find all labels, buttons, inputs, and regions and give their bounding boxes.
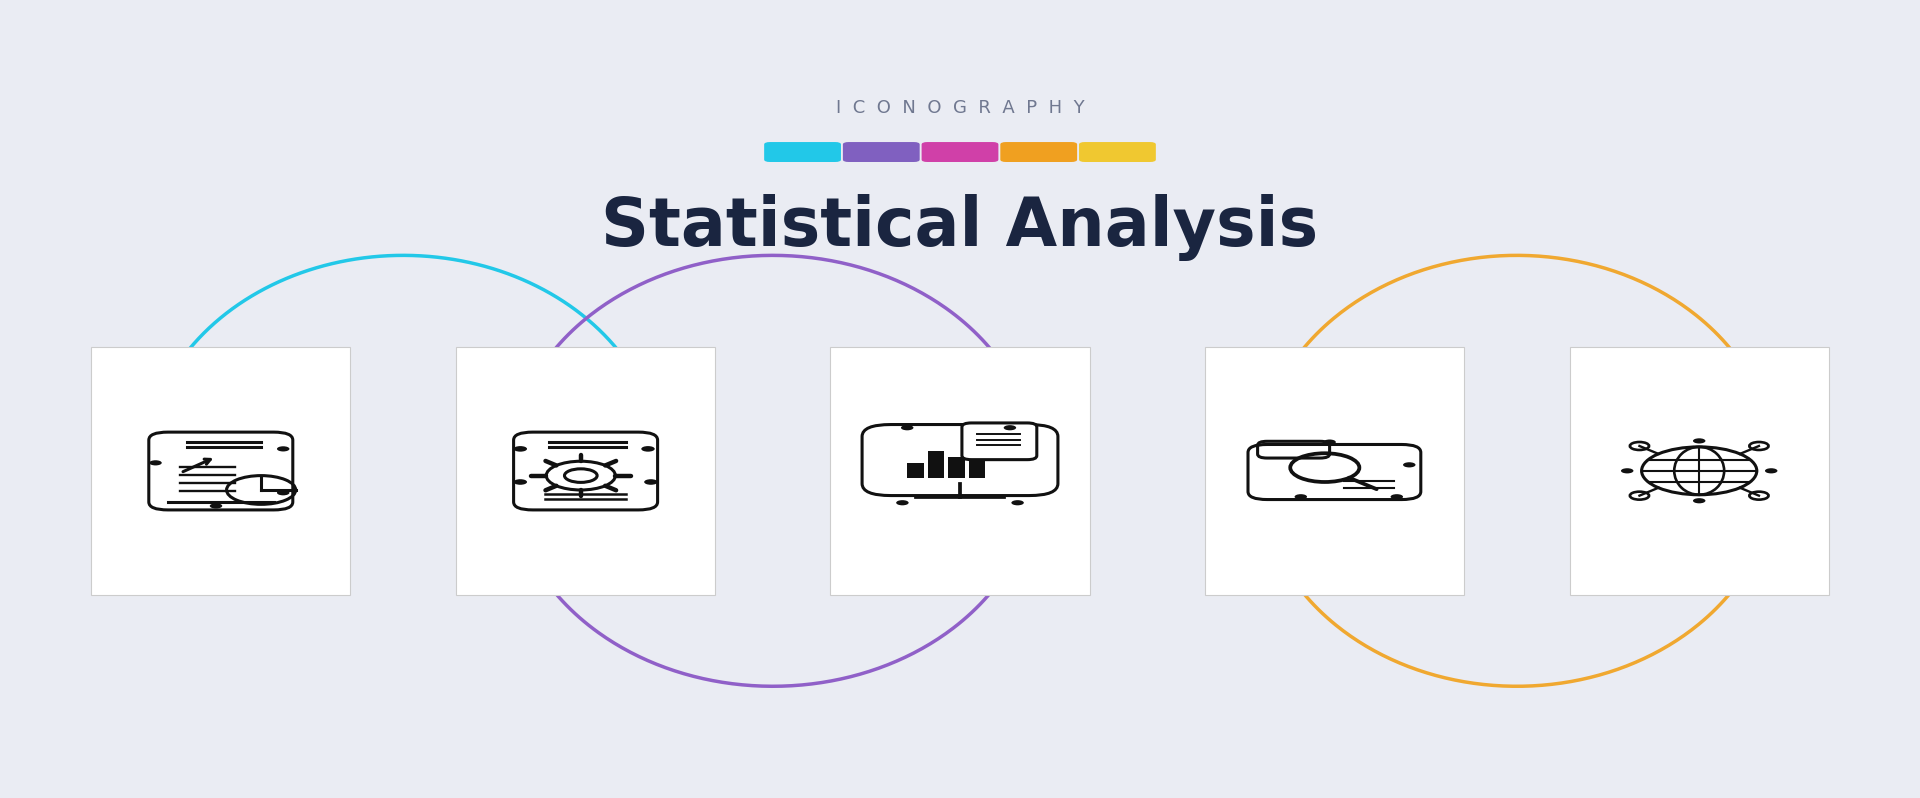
Bar [927,451,945,478]
Circle shape [1764,468,1778,473]
Circle shape [1693,438,1705,444]
Circle shape [1693,498,1705,504]
FancyBboxPatch shape [962,423,1037,460]
Circle shape [897,500,908,505]
Bar [948,457,964,478]
Circle shape [1404,462,1415,468]
FancyBboxPatch shape [922,142,998,162]
Circle shape [515,479,526,485]
Circle shape [209,504,223,508]
Circle shape [900,425,914,430]
Text: I  C  O  N  O  G  R  A  P  H  Y: I C O N O G R A P H Y [835,99,1085,117]
Bar [970,445,985,478]
Circle shape [515,446,526,452]
FancyBboxPatch shape [829,347,1089,595]
FancyBboxPatch shape [1079,142,1156,162]
FancyBboxPatch shape [764,142,841,162]
Bar [906,463,924,478]
Circle shape [276,490,290,496]
FancyBboxPatch shape [1206,347,1463,595]
Circle shape [641,446,655,452]
Circle shape [1390,494,1404,500]
FancyBboxPatch shape [843,142,920,162]
FancyBboxPatch shape [1000,142,1077,162]
FancyBboxPatch shape [1569,347,1828,595]
Circle shape [1012,500,1023,505]
FancyBboxPatch shape [92,347,349,595]
Circle shape [150,460,161,465]
FancyBboxPatch shape [457,347,714,595]
Circle shape [1620,468,1634,473]
Circle shape [1294,494,1308,500]
Circle shape [1323,440,1336,444]
Circle shape [276,446,290,452]
Text: Statistical Analysis: Statistical Analysis [601,194,1319,261]
Circle shape [643,479,657,485]
Circle shape [1004,425,1016,430]
